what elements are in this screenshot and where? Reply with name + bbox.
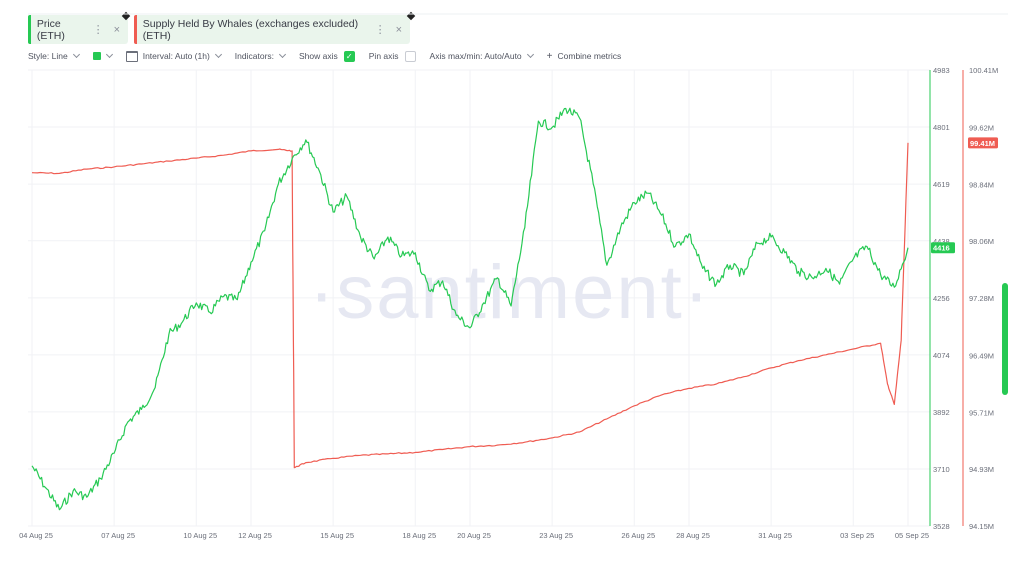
x-tick-label: 18 Aug 25 xyxy=(402,531,436,540)
whale-axis-tick-label: 98.84M xyxy=(969,180,994,189)
whale-supply-line xyxy=(31,142,909,469)
whale-axis-tick-label: 100.41M xyxy=(969,66,998,75)
price-axis-tick-label: 4619 xyxy=(933,180,950,189)
chart-grid xyxy=(28,13,1008,527)
checkbox-checked-icon[interactable]: ✓ xyxy=(343,50,355,62)
indicators-label: Indicators: xyxy=(234,51,275,61)
more-options-icon[interactable]: ⋮ xyxy=(92,24,104,36)
chart-toolbar: Style: Line Interval: Auto (1h) Indicato… xyxy=(28,48,635,64)
combine-metrics-button[interactable]: + Combine metrics xyxy=(547,51,622,62)
style-dropdown[interactable]: Style: Line xyxy=(28,50,80,61)
price-last-value-label: 4416 xyxy=(933,244,950,253)
calendar-icon xyxy=(125,50,138,62)
pin-axis-label: Pin axis xyxy=(368,51,399,61)
series-color-bar xyxy=(134,15,137,44)
plus-icon: + xyxy=(546,50,553,62)
santiment-watermark: ·santiment· xyxy=(309,250,711,335)
color-dropdown[interactable] xyxy=(92,50,113,60)
x-tick-label: 10 Aug 25 xyxy=(183,531,217,540)
price-axis-tick-label: 3710 xyxy=(933,465,950,474)
series-color-bar xyxy=(28,15,31,44)
axis-maxmin-label: Axis max/min: Auto/Auto xyxy=(429,51,522,61)
metric-tab-label: Supply Held By Whales (exchanges exclude… xyxy=(142,17,359,42)
chart-series xyxy=(31,107,909,511)
price-axis-tick-label: 3892 xyxy=(933,408,950,417)
close-icon[interactable]: × xyxy=(395,23,402,36)
x-tick-label: 04 Aug 25 xyxy=(19,531,53,540)
price-axis-tick-label: 4983 xyxy=(933,66,950,75)
x-tick-label: 28 Aug 25 xyxy=(676,531,710,540)
price-axis-tick-label: 4801 xyxy=(933,123,950,132)
x-tick-label: 05 Sep 25 xyxy=(895,531,929,540)
price-axis-tick-label: 4074 xyxy=(933,351,950,360)
close-icon[interactable]: × xyxy=(113,23,120,36)
chart-axes xyxy=(929,70,964,526)
whale-last-value-badge xyxy=(968,137,998,149)
x-tick-label: 20 Aug 25 xyxy=(457,531,491,540)
x-tick-label: 26 Aug 25 xyxy=(621,531,655,540)
whale-last-value-label: 99.41M xyxy=(970,139,995,148)
whale-axis-tick-label: 97.28M xyxy=(969,294,994,303)
show-axis-toggle[interactable]: Show axis ✓ xyxy=(299,50,355,62)
metric-tab-whales[interactable]: Supply Held By Whales (exchanges exclude… xyxy=(134,15,410,44)
whale-axis-tick-label: 99.62M xyxy=(969,124,994,133)
price-axis-tick-label: 4438 xyxy=(933,237,950,246)
pin-axis-toggle[interactable]: Pin axis xyxy=(368,50,416,62)
x-tick-label: 23 Aug 25 xyxy=(539,531,573,540)
price-line xyxy=(31,107,909,511)
more-options-icon[interactable]: ⋮ xyxy=(374,24,386,36)
whale-axis-tick-label: 96.49M xyxy=(969,352,994,361)
checkbox-unchecked-icon[interactable] xyxy=(404,50,416,62)
metric-tab-label: Price (ETH) xyxy=(36,17,65,42)
price-axis-tick-label: 4256 xyxy=(933,294,950,303)
price-last-value-badge xyxy=(931,242,955,254)
x-tick-label: 03 Sep 25 xyxy=(840,531,874,540)
metric-tab-price[interactable]: Price (ETH) ⋮ × xyxy=(28,15,128,44)
color-swatch-icon xyxy=(92,52,101,60)
interval-dropdown[interactable]: Interval: Auto (1h) xyxy=(125,50,222,62)
x-tick-label: 15 Aug 25 xyxy=(320,531,354,540)
x-tick-label: 31 Aug 25 xyxy=(758,531,792,540)
chart-labels: 04 Aug 25 07 Aug 25 10 Aug 25 12 Aug 25 15 A… xyxy=(19,66,998,540)
combine-metrics-label: Combine metrics xyxy=(557,51,622,61)
whale-axis-tick-label: 94.15M xyxy=(969,522,994,531)
x-tick-label: 12 Aug 25 xyxy=(238,531,272,540)
indicators-dropdown[interactable]: Indicators: xyxy=(234,50,287,61)
price-axis-tick-label: 3528 xyxy=(933,522,950,531)
axis-maxmin-dropdown[interactable]: Axis max/min: Auto/Auto xyxy=(429,50,534,61)
vertical-scrollbar[interactable] xyxy=(1002,283,1008,395)
x-tick-label: 07 Aug 25 xyxy=(101,531,135,540)
whale-axis-tick-label: 95.71M xyxy=(969,408,994,417)
whale-axis-tick-label: 94.93M xyxy=(969,465,994,474)
style-label: Style: Line xyxy=(28,51,68,61)
whale-axis-tick-label: 98.06M xyxy=(969,237,994,246)
show-axis-label: Show axis xyxy=(299,51,338,61)
interval-label: Interval: Auto (1h) xyxy=(142,51,210,61)
